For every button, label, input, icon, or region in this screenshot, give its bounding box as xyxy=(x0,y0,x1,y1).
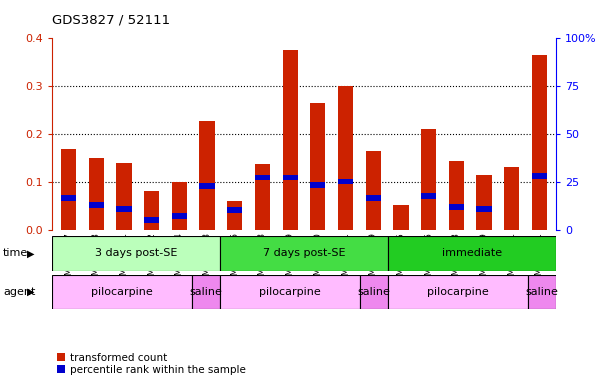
Text: ▶: ▶ xyxy=(27,287,34,297)
Bar xyxy=(448,204,464,210)
Bar xyxy=(61,149,76,230)
Bar xyxy=(227,207,243,213)
Bar xyxy=(52,236,220,271)
Bar xyxy=(365,151,381,230)
Bar xyxy=(338,86,353,230)
Text: pilocarpine: pilocarpine xyxy=(259,287,321,297)
Bar xyxy=(338,179,353,184)
Bar xyxy=(172,213,187,219)
Bar xyxy=(282,175,298,180)
Bar xyxy=(477,175,492,230)
Text: GDS3827 / 52111: GDS3827 / 52111 xyxy=(52,13,170,26)
Bar xyxy=(255,164,270,230)
Text: time: time xyxy=(3,248,28,258)
Bar xyxy=(282,50,298,230)
Bar xyxy=(421,129,436,230)
Text: 7 days post-SE: 7 days post-SE xyxy=(263,248,345,258)
Bar xyxy=(89,158,104,230)
Legend: transformed count, percentile rank within the sample: transformed count, percentile rank withi… xyxy=(57,353,246,375)
Text: 3 days post-SE: 3 days post-SE xyxy=(95,248,177,258)
Bar xyxy=(220,236,388,271)
Bar xyxy=(504,167,519,230)
Bar xyxy=(310,182,326,188)
Bar xyxy=(388,236,556,271)
Bar xyxy=(528,275,556,309)
Bar xyxy=(421,193,436,199)
Text: immediate: immediate xyxy=(442,248,502,258)
Bar xyxy=(365,195,381,200)
Bar xyxy=(144,190,159,230)
Bar xyxy=(310,103,326,230)
Bar xyxy=(199,183,214,189)
Text: agent: agent xyxy=(3,287,35,297)
Bar xyxy=(52,275,192,309)
Bar xyxy=(388,275,528,309)
Bar xyxy=(532,55,547,230)
Bar xyxy=(116,163,131,230)
Bar xyxy=(61,195,76,200)
Bar xyxy=(89,202,104,208)
Bar xyxy=(227,200,243,230)
Text: ▶: ▶ xyxy=(27,248,34,258)
Text: saline: saline xyxy=(357,287,390,297)
Bar xyxy=(255,175,270,180)
Bar xyxy=(172,182,187,230)
Bar xyxy=(192,275,220,309)
Text: saline: saline xyxy=(525,287,558,297)
Bar xyxy=(360,275,388,309)
Text: saline: saline xyxy=(189,287,222,297)
Bar xyxy=(393,205,409,230)
Bar xyxy=(220,275,360,309)
Text: pilocarpine: pilocarpine xyxy=(427,287,489,297)
Bar xyxy=(532,173,547,179)
Bar xyxy=(199,121,214,230)
Bar xyxy=(144,217,159,223)
Bar xyxy=(477,206,492,212)
Text: pilocarpine: pilocarpine xyxy=(91,287,153,297)
Bar xyxy=(448,161,464,230)
Bar xyxy=(116,206,131,212)
